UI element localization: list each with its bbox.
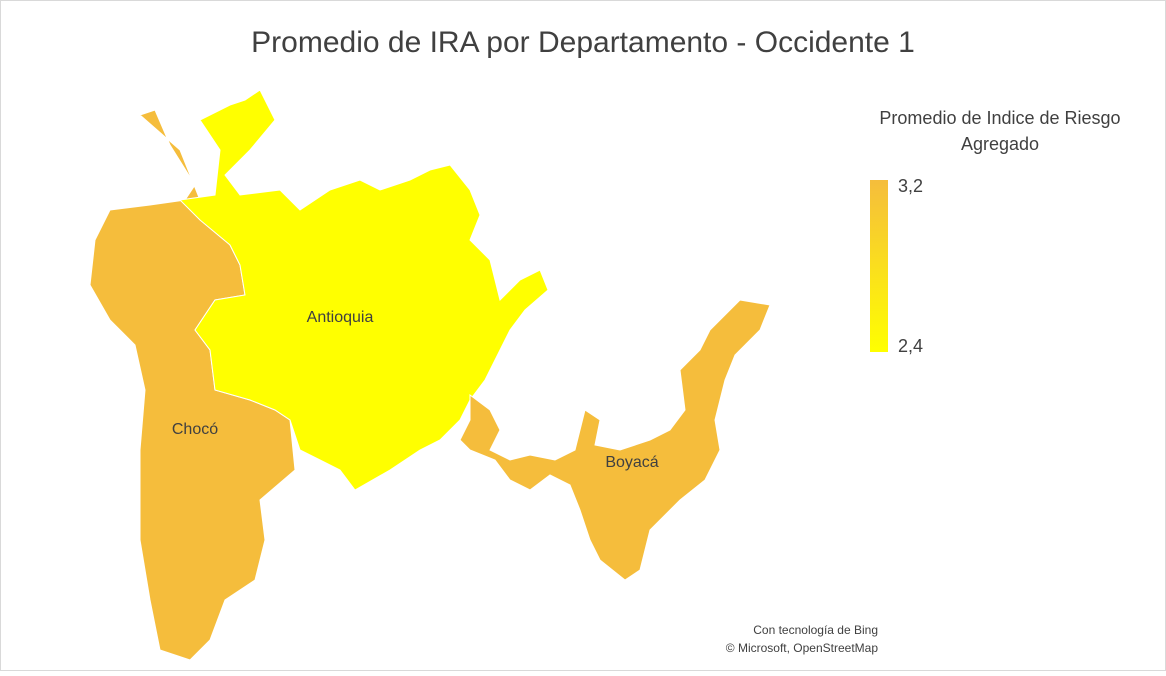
- region: [178, 89, 549, 491]
- color-bar: [870, 180, 888, 352]
- chart-title: Promedio de IRA por Departamento - Occid…: [251, 26, 915, 59]
- legend-tick-label: 2,4: [898, 336, 923, 356]
- credit: Con tecnología de Bing: [753, 623, 878, 637]
- region: [459, 299, 771, 581]
- region-label: Chocó: [172, 421, 218, 438]
- credit: © Microsoft, OpenStreetMap: [726, 641, 879, 655]
- legend-title: Promedio de Indice de Riesgo: [879, 108, 1120, 128]
- legend-tick-label: 3,2: [898, 176, 923, 196]
- region-label: Antioquia: [307, 309, 374, 326]
- legend-title: Agregado: [961, 134, 1039, 154]
- region-label: Boyacá: [605, 454, 658, 471]
